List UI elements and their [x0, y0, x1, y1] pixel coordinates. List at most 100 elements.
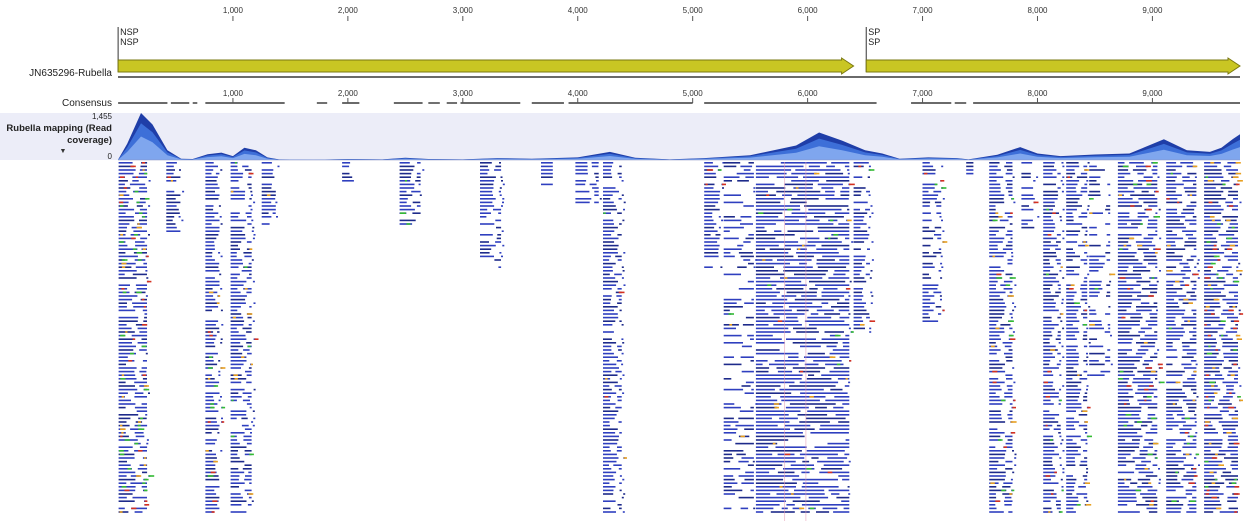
aligned-read	[989, 432, 1005, 434]
read-mismatch	[1175, 280, 1180, 283]
read-mismatch	[1124, 403, 1127, 405]
aligned-read	[922, 226, 930, 229]
aligned-read	[205, 352, 218, 355]
aligned-read	[134, 511, 143, 513]
read-mismatch	[1205, 374, 1210, 376]
aligned-read	[618, 298, 622, 301]
aligned-read	[853, 313, 870, 315]
top-ruler-tick-label: 1,000	[223, 6, 244, 15]
aligned-read	[205, 280, 220, 283]
aligned-read	[1141, 460, 1151, 463]
aligned-read	[989, 349, 1001, 351]
aligned-read	[792, 478, 838, 481]
aligned-read	[166, 205, 177, 207]
aligned-read	[205, 309, 212, 312]
aligned-read	[1081, 226, 1088, 229]
aligned-read	[1089, 194, 1101, 196]
aligned-read	[399, 223, 413, 225]
read-mismatch	[1171, 500, 1177, 502]
aligned-read	[1043, 226, 1056, 229]
aligned-read	[1117, 421, 1129, 423]
aligned-read	[1137, 486, 1153, 488]
read-mismatch	[400, 212, 406, 214]
read-mismatch	[123, 187, 127, 189]
aligned-read	[723, 475, 734, 477]
aligned-read	[1066, 273, 1080, 276]
aligned-read	[1021, 208, 1034, 211]
aligned-read	[787, 230, 814, 232]
aligned-read	[1043, 234, 1051, 236]
aligned-read	[755, 338, 782, 340]
aligned-read	[1117, 226, 1138, 229]
aligned-read	[1010, 478, 1013, 481]
coverage-track-title: Rubella mapping (Read coverage)	[6, 123, 112, 146]
aligned-read	[1225, 331, 1238, 333]
coverage-min-label: 0	[107, 152, 112, 161]
aligned-read	[1117, 295, 1133, 297]
aligned-read	[1137, 216, 1149, 218]
read-mismatch	[142, 162, 146, 164]
aligned-read	[1187, 378, 1195, 380]
aligned-read	[603, 367, 619, 369]
aligned-read	[1089, 183, 1100, 186]
annotation-arrow-sp[interactable]	[865, 57, 1241, 75]
aligned-read	[1007, 241, 1013, 243]
aligned-read	[842, 187, 850, 189]
aligned-read	[230, 248, 240, 250]
aligned-read	[755, 493, 771, 495]
aligned-read	[1133, 187, 1158, 189]
aligned-read	[603, 248, 618, 250]
read-mismatch	[134, 234, 138, 236]
aligned-read	[603, 270, 613, 272]
aligned-read	[755, 363, 763, 366]
read-mismatch	[1185, 453, 1190, 456]
aligned-read	[809, 280, 846, 283]
aligned-read	[704, 226, 715, 229]
aligned-read	[844, 453, 850, 456]
aligned-read	[799, 453, 838, 456]
aligned-read	[1002, 493, 1013, 495]
aligned-read	[1000, 324, 1011, 326]
read-mismatch	[1089, 324, 1095, 326]
annotation-track[interactable]	[117, 27, 1241, 75]
aligned-read	[1066, 370, 1077, 373]
read-mismatch	[773, 403, 780, 405]
aligned-read	[1166, 252, 1175, 254]
aligned-read	[603, 468, 612, 470]
annotation-arrow-nsp[interactable]	[117, 57, 855, 75]
aligned-read	[1117, 381, 1128, 384]
aligned-read	[241, 270, 252, 272]
aligned-read	[118, 190, 127, 193]
aligned-read	[1182, 302, 1193, 304]
aligned-read	[622, 342, 625, 344]
triangle-down-icon[interactable]: ▼	[59, 148, 67, 155]
aligned-read	[1004, 500, 1013, 502]
aligned-read	[230, 172, 244, 175]
aligned-read	[1223, 396, 1233, 398]
aligned-read	[1084, 457, 1088, 459]
aligned-read	[736, 453, 746, 456]
read-mismatch	[1235, 334, 1241, 337]
read-mismatch	[814, 172, 820, 175]
aligned-read	[412, 201, 421, 204]
aligned-read	[989, 421, 1006, 423]
aligned-read	[1089, 284, 1101, 286]
aligned-read	[1080, 259, 1088, 261]
read-mismatch	[1211, 219, 1215, 222]
aligned-read	[499, 252, 502, 254]
aligned-read	[603, 507, 611, 510]
aligned-read	[1086, 352, 1088, 355]
aligned-read	[801, 486, 839, 488]
aligned-read	[144, 313, 148, 315]
consensus-ruler-tick-label: 4,000	[568, 89, 589, 98]
aligned-read	[989, 280, 998, 283]
read-mismatch	[1218, 464, 1224, 466]
aligned-read	[220, 450, 223, 452]
aligned-read	[1166, 331, 1185, 333]
aligned-read	[776, 367, 786, 369]
aligned-read	[837, 302, 850, 304]
aligned-read	[853, 190, 862, 193]
aligned-read	[755, 309, 765, 312]
top-ruler-tick-label: 8,000	[1027, 6, 1048, 15]
aligned-read	[1181, 478, 1194, 481]
